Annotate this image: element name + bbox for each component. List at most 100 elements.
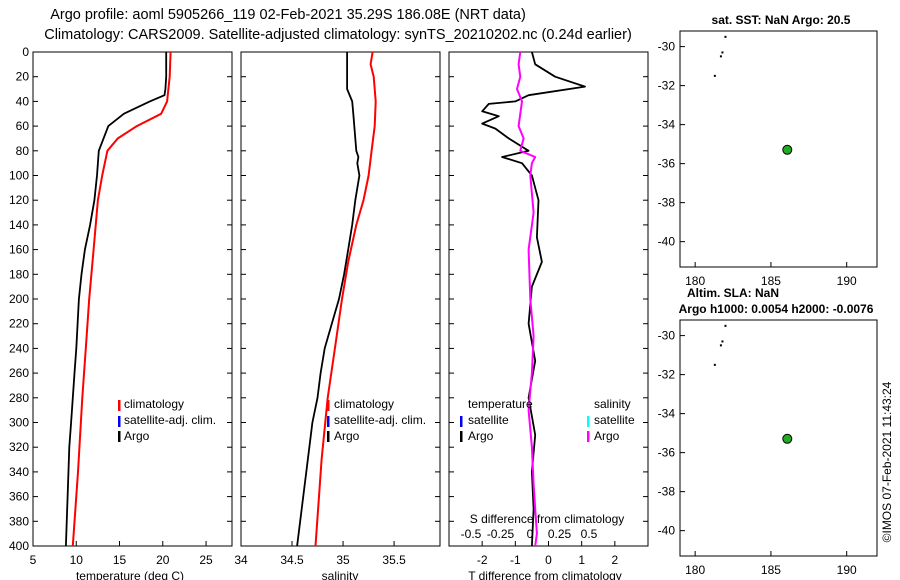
legend-temperature-heading: temperature: [468, 397, 533, 411]
coast-mark: [724, 35, 727, 38]
coast-mark: [721, 51, 724, 54]
x2-tick-label: -0.5: [461, 527, 482, 541]
x-tick-label: 1: [578, 553, 585, 567]
y-tick-label: 280: [9, 391, 29, 405]
watermark: ©IMOS 07-Feb-2021 11:43:24: [880, 381, 894, 542]
coast-mark: [713, 363, 716, 366]
x-tick-label: 35: [336, 553, 350, 567]
x-tick-label: 180: [685, 274, 705, 288]
legend-salinity-heading: salinity: [594, 397, 631, 411]
temperature-frame: [32, 51, 233, 547]
legend-sat-label: satellite-adj. clim.: [334, 413, 426, 427]
y-tick-label: -38: [658, 485, 676, 499]
x-tick-label: 190: [837, 563, 857, 577]
salinity-frame: [240, 51, 441, 547]
y-tick-label: 220: [9, 317, 29, 331]
legend-argo-swatch: [118, 431, 121, 442]
y-tick-label: -30: [658, 329, 676, 343]
y-tick-label: -38: [658, 196, 676, 210]
y-tick-label: 40: [16, 94, 30, 108]
y-tick-label: 300: [9, 416, 29, 430]
x-tick-label: 5: [30, 553, 37, 567]
title-line-1: Argo profile: aoml 5905266_119 02-Feb-20…: [50, 7, 526, 23]
y-tick-label: 60: [16, 119, 30, 133]
y-tick-label: 240: [9, 341, 29, 355]
legend-argo-label: Argo: [334, 429, 360, 443]
series-line: [314, 51, 377, 547]
legend-sat-swatch: [118, 416, 121, 427]
y-tick-label: 120: [9, 193, 29, 207]
series-line: [65, 52, 168, 547]
x-tick-label: 190: [837, 274, 857, 288]
y-tick-label: -34: [658, 407, 676, 421]
salinity-panel: 34 34.5 35 35.5 climatology satellite-adj. …: [234, 51, 441, 580]
legend-t-argo-swatch: [460, 431, 463, 442]
x-tick-label: 35.5: [382, 553, 406, 567]
legend-sat-label: satellite-adj. clim.: [124, 413, 216, 427]
t-diff-xlabel: T difference from climatology: [468, 569, 622, 580]
sla-map-frame: [679, 319, 878, 557]
y-tick-label: 180: [9, 267, 29, 281]
legend-argo-swatch: [327, 431, 330, 442]
y-tick-label: 260: [9, 366, 29, 380]
title-line-2: Climatology: CARS2009. Satellite-adjuste…: [44, 27, 632, 43]
y-tick-label: -36: [658, 157, 676, 171]
series-line: [296, 52, 361, 547]
legend-t-sat-swatch: [460, 416, 463, 427]
temperature-legend: climatology satellite-adj. clim. Argo: [118, 397, 216, 443]
legend-clim-label: climatology: [334, 397, 394, 411]
y-tick-label: 380: [9, 514, 29, 528]
x-tick-label: 2: [611, 553, 618, 567]
x2-tick-label: 0: [527, 527, 534, 541]
x-tick-label: -2: [477, 553, 488, 567]
sst-map-title: sat. SST: NaN Argo: 20.5: [712, 13, 851, 27]
coast-mark: [721, 340, 724, 343]
s-diff-xlabel: S difference from climatology: [470, 512, 625, 526]
legend-clim-label: climatology: [124, 397, 184, 411]
y-tick-label: 160: [9, 243, 29, 257]
coast-mark: [724, 324, 727, 327]
x-tick-label: 10: [70, 553, 84, 567]
x-tick-label: 0: [545, 553, 552, 567]
legend-sat-swatch: [327, 416, 330, 427]
sla-map-title-2: Argo h1000: 0.0054 h2000: -0.0076: [679, 302, 874, 316]
legend-clim-swatch: [327, 400, 330, 411]
sst-map-frame: [679, 30, 878, 268]
sla-map-panel: 180 185 190 -30 -32 -34 -36 -38 -40: [658, 319, 878, 577]
y-tick-label: 20: [16, 70, 30, 84]
y-tick-label: -32: [658, 79, 676, 93]
legend-s-argo-swatch: [587, 431, 590, 442]
y-tick-label: -40: [658, 235, 676, 249]
y-tick-label: -32: [658, 368, 676, 382]
float-position-marker: [782, 144, 793, 155]
x2-tick-label: -0.25: [487, 527, 515, 541]
coast-mark: [713, 74, 716, 77]
temperature-panel: 5 10 15 20 25 0 20 40 60 80 100 120 140 160 180 200 220 2…: [9, 45, 233, 580]
y-tick-label: -36: [658, 446, 676, 460]
legend-s-sat-label: satellite: [594, 413, 635, 427]
legend-t-argo-label: Argo: [468, 429, 494, 443]
x-tick-label: -1: [510, 553, 521, 567]
sla-map-title-1: Altim. SLA: NaN: [687, 286, 779, 300]
difference-panel: -2 -1 0 1 2 -0.5 -0.25 0 0.25 0.5 temperature sat…: [448, 51, 649, 580]
salinity-legend: climatology satellite-adj. clim. Argo: [327, 397, 426, 443]
series-line: [71, 51, 172, 547]
legend-t-sat-label: satellite: [468, 413, 509, 427]
difference-legend: temperature satellite Argo salinity sate…: [460, 397, 635, 443]
y-tick-label: 340: [9, 465, 29, 479]
x2-tick-label: 0.5: [581, 527, 598, 541]
y-tick-label: -34: [658, 118, 676, 132]
x-tick-label: 185: [761, 563, 781, 577]
legend-s-argo-label: Argo: [594, 429, 620, 443]
x-tick-label: 34.5: [280, 553, 304, 567]
legend-s-sat-swatch: [587, 416, 590, 427]
series-line: [516, 51, 538, 547]
coast-mark: [719, 344, 722, 347]
y-tick-label: -40: [658, 524, 676, 538]
x-tick-label: 34: [234, 553, 248, 567]
y-tick-label: 400: [9, 539, 29, 553]
x-tick-label: 15: [113, 553, 127, 567]
x-tick-label: 180: [685, 563, 705, 577]
y-tick-label: 100: [9, 169, 29, 183]
